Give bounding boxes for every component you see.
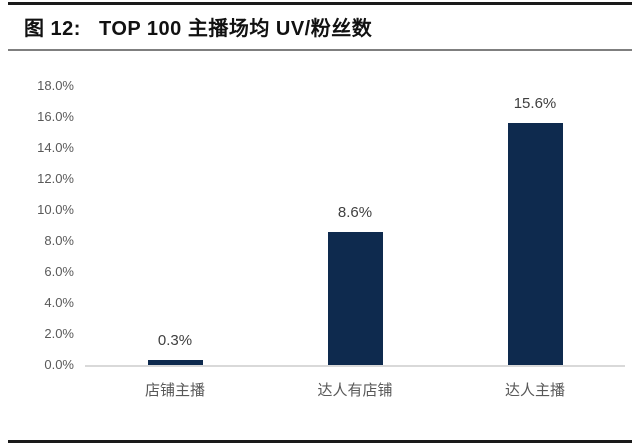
x-axis-category-label: 店铺主播 — [144, 382, 205, 399]
x-axis-category-label: 达人主播 — [504, 382, 565, 399]
y-axis-tick-label: 18.0% — [37, 78, 74, 93]
bottom-rule — [8, 440, 632, 443]
bar-0 — [148, 360, 203, 365]
y-axis-tick-label: 16.0% — [37, 109, 74, 124]
y-axis-tick-label: 0.0% — [44, 357, 74, 372]
bar-value-label: 15.6% — [513, 95, 557, 112]
y-axis-tick-label: 4.0% — [44, 295, 74, 310]
bar-value-label: 0.3% — [157, 332, 193, 349]
bar-value-label: 8.6% — [337, 204, 373, 221]
y-axis-tick-label: 10.0% — [37, 202, 74, 217]
y-axis-tick-label: 2.0% — [44, 326, 74, 341]
figure-title-text: TOP 100 主播场均 UV/粉丝数 — [98, 18, 373, 40]
figure-title: 图 12: TOP 100 主播场均 UV/粉丝数 — [24, 12, 372, 41]
bar-2 — [508, 123, 563, 365]
y-axis-tick-label: 8.0% — [44, 233, 74, 248]
y-axis-tick-label: 6.0% — [44, 264, 74, 279]
title-underline — [8, 49, 632, 51]
y-axis-tick-label: 12.0% — [37, 171, 74, 186]
x-axis-line — [85, 365, 625, 367]
y-axis-tick-label: 14.0% — [37, 140, 74, 155]
bar-1 — [328, 232, 383, 365]
top-rule — [8, 2, 632, 5]
figure-number: 图 12: — [24, 18, 81, 40]
x-axis-category-label: 达人有店铺 — [317, 382, 393, 399]
